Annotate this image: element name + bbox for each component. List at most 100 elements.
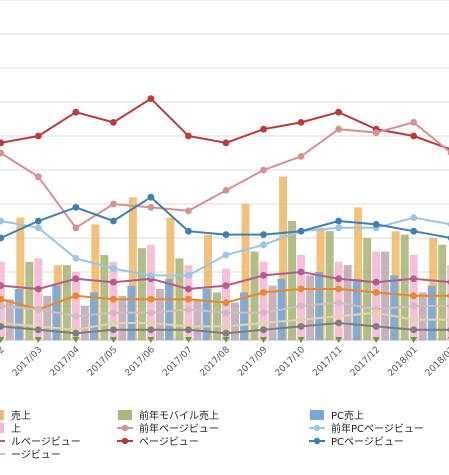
data-point bbox=[410, 316, 417, 323]
bar bbox=[438, 245, 446, 340]
data-point bbox=[223, 299, 230, 306]
data-point bbox=[298, 269, 305, 276]
data-point bbox=[223, 187, 230, 194]
bar bbox=[306, 275, 314, 340]
data-point bbox=[373, 221, 380, 228]
data-point bbox=[260, 320, 267, 327]
legend-label: 売上 bbox=[11, 409, 31, 422]
x-tick-label: 2017/09 bbox=[236, 345, 270, 379]
bar bbox=[344, 265, 352, 340]
data-point bbox=[148, 194, 155, 201]
legend-item[interactable]: ルページビュー bbox=[0, 436, 81, 448]
data-point bbox=[185, 306, 192, 313]
bar bbox=[315, 272, 323, 340]
data-point bbox=[335, 275, 342, 282]
legend-marker bbox=[314, 425, 320, 431]
series-line bbox=[1, 122, 449, 227]
legend-item[interactable]: 売上 bbox=[0, 409, 31, 422]
legend-label: ページビュー bbox=[139, 436, 199, 448]
data-point bbox=[335, 320, 342, 327]
legend-item[interactable]: PC売上 bbox=[310, 409, 364, 422]
data-point bbox=[148, 204, 155, 211]
legend-label: PCページビュー bbox=[331, 436, 404, 448]
data-point bbox=[373, 323, 380, 330]
data-point bbox=[148, 296, 155, 303]
legend-label: PC売上 bbox=[331, 409, 364, 422]
legend-swatch bbox=[310, 410, 324, 420]
data-point bbox=[185, 286, 192, 293]
data-point bbox=[0, 235, 4, 242]
legend-item[interactable]: 前年PCページビュー bbox=[309, 422, 424, 435]
data-point bbox=[410, 133, 417, 140]
data-point bbox=[298, 316, 305, 323]
legend-item[interactable]: 上 bbox=[0, 423, 21, 435]
data-point bbox=[335, 299, 342, 306]
data-point bbox=[335, 313, 342, 320]
bar bbox=[231, 303, 239, 340]
legend-item[interactable]: ページビュー bbox=[117, 436, 199, 448]
data-point bbox=[72, 275, 79, 282]
data-point bbox=[72, 204, 79, 211]
data-point bbox=[148, 272, 155, 279]
data-point bbox=[223, 252, 230, 259]
data-point bbox=[110, 265, 117, 272]
data-point bbox=[410, 228, 417, 235]
data-point bbox=[72, 255, 79, 262]
x-tick-label: 2017/06 bbox=[124, 345, 158, 379]
x-tick-label: 2017/07 bbox=[161, 345, 195, 379]
data-point bbox=[410, 326, 417, 333]
data-point bbox=[110, 296, 117, 303]
bar bbox=[6, 299, 14, 340]
data-point bbox=[223, 139, 230, 146]
data-point bbox=[110, 218, 117, 225]
data-point bbox=[110, 309, 117, 316]
data-point bbox=[110, 279, 117, 286]
data-point bbox=[148, 320, 155, 327]
data-point bbox=[260, 167, 267, 174]
data-point bbox=[223, 231, 230, 238]
data-point bbox=[260, 241, 267, 248]
data-point bbox=[35, 133, 42, 140]
data-point bbox=[373, 309, 380, 316]
data-point bbox=[185, 272, 192, 279]
data-point bbox=[35, 306, 42, 313]
x-tick-label: 2018/02 bbox=[424, 345, 449, 379]
data-point bbox=[35, 218, 42, 225]
legend-item[interactable]: PCページビュー bbox=[309, 436, 404, 448]
data-point bbox=[148, 326, 155, 333]
data-point bbox=[298, 323, 305, 330]
data-point bbox=[72, 109, 79, 116]
data-point bbox=[223, 282, 230, 289]
legend-label: 上 bbox=[11, 423, 21, 435]
data-point bbox=[223, 323, 230, 330]
legend-swatch bbox=[0, 423, 4, 433]
legend-item[interactable]: 前年モバイル売上 bbox=[118, 409, 219, 422]
data-point bbox=[298, 153, 305, 160]
legend-marker bbox=[122, 425, 128, 431]
legend-marker bbox=[314, 438, 320, 444]
data-point bbox=[110, 201, 117, 208]
data-point bbox=[260, 309, 267, 316]
x-tick-label: 2017/12 bbox=[349, 345, 383, 379]
x-tick-label: 2017/02 bbox=[0, 345, 7, 379]
bar bbox=[269, 286, 277, 340]
legend-item[interactable]: ージビュー bbox=[0, 449, 61, 461]
data-point bbox=[260, 272, 267, 279]
x-tick-label: 2017/10 bbox=[274, 345, 308, 379]
data-point bbox=[223, 309, 230, 316]
data-point bbox=[373, 129, 380, 136]
data-point bbox=[35, 173, 42, 180]
bar bbox=[118, 296, 126, 340]
data-point bbox=[185, 326, 192, 333]
data-point bbox=[298, 286, 305, 293]
data-point bbox=[35, 326, 42, 333]
bar bbox=[240, 292, 248, 340]
data-point bbox=[148, 309, 155, 316]
data-point bbox=[298, 228, 305, 235]
x-tick-label: 2017/08 bbox=[199, 345, 233, 379]
legend-item[interactable]: 前年ページビュー bbox=[117, 422, 219, 435]
x-tick-label: 2017/04 bbox=[48, 345, 82, 379]
bar bbox=[193, 299, 201, 340]
